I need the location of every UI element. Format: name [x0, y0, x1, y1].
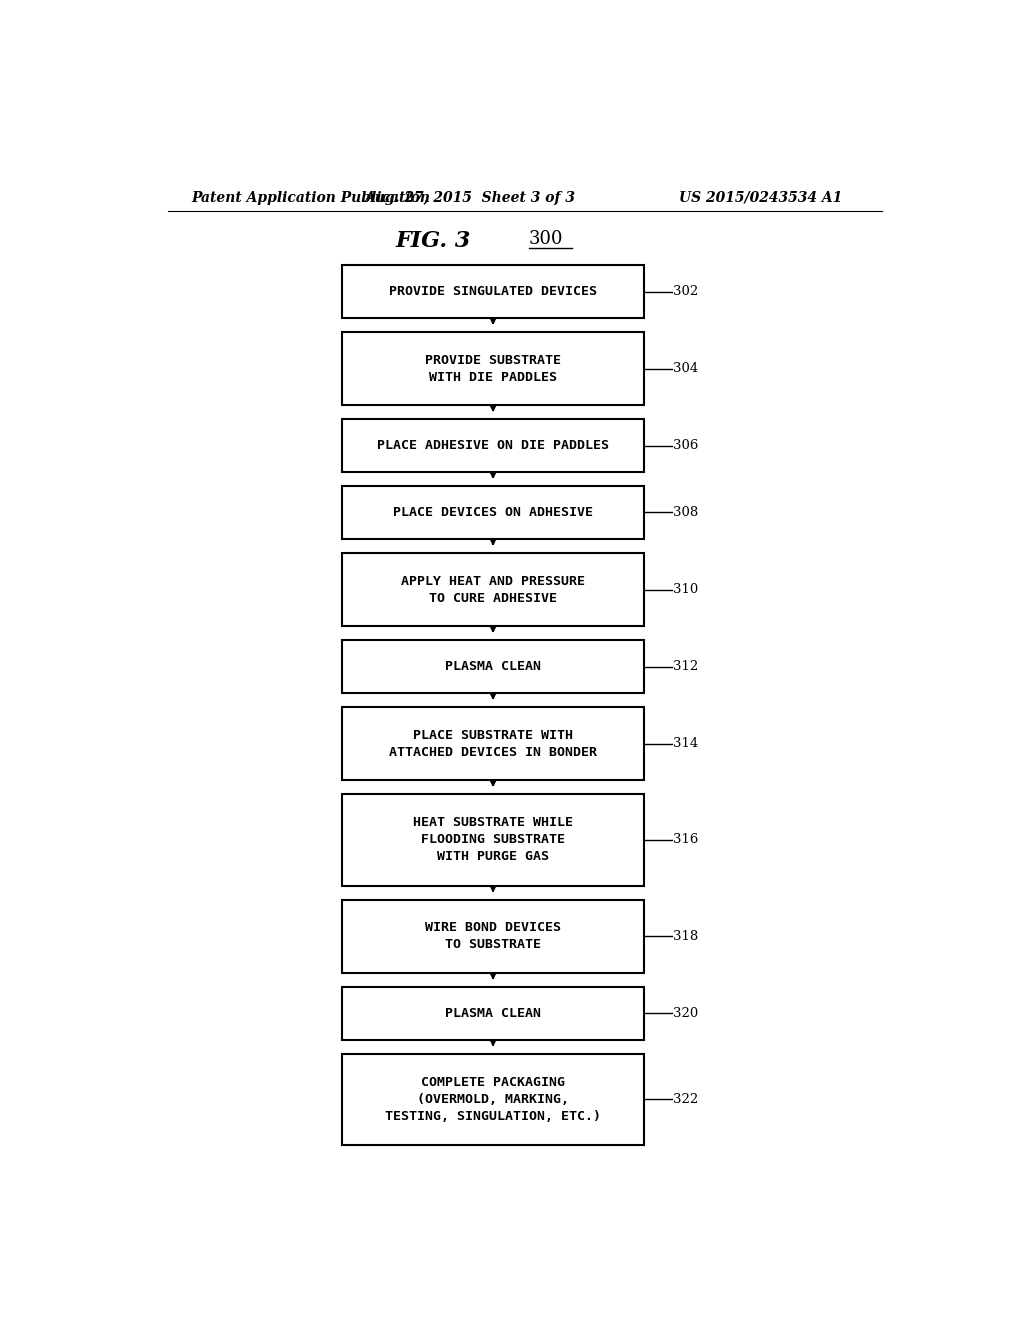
Text: FIG. 3: FIG. 3 — [396, 230, 471, 252]
Text: 314: 314 — [673, 737, 698, 750]
FancyBboxPatch shape — [342, 553, 644, 626]
FancyBboxPatch shape — [342, 640, 644, 693]
Text: Patent Application Publication: Patent Application Publication — [191, 191, 430, 205]
Text: PLASMA CLEAN: PLASMA CLEAN — [445, 1007, 541, 1020]
Text: 302: 302 — [673, 285, 698, 298]
Text: PROVIDE SINGULATED DEVICES: PROVIDE SINGULATED DEVICES — [389, 285, 597, 298]
FancyBboxPatch shape — [342, 1053, 644, 1146]
Text: PLACE DEVICES ON ADHESIVE: PLACE DEVICES ON ADHESIVE — [393, 506, 593, 519]
FancyBboxPatch shape — [342, 900, 644, 973]
Text: HEAT SUBSTRATE WHILE
FLOODING SUBSTRATE
WITH PURGE GAS: HEAT SUBSTRATE WHILE FLOODING SUBSTRATE … — [413, 816, 573, 863]
Text: PLACE ADHESIVE ON DIE PADDLES: PLACE ADHESIVE ON DIE PADDLES — [377, 440, 609, 453]
Text: 310: 310 — [673, 583, 698, 597]
Text: 306: 306 — [673, 440, 698, 453]
Text: 322: 322 — [673, 1093, 698, 1106]
FancyBboxPatch shape — [342, 486, 644, 539]
Text: 304: 304 — [673, 362, 698, 375]
Text: WIRE BOND DEVICES
TO SUBSTRATE: WIRE BOND DEVICES TO SUBSTRATE — [425, 921, 561, 952]
Text: Aug. 27, 2015  Sheet 3 of 3: Aug. 27, 2015 Sheet 3 of 3 — [364, 191, 574, 205]
Text: 318: 318 — [673, 929, 698, 942]
FancyBboxPatch shape — [342, 708, 644, 780]
Text: 320: 320 — [673, 1007, 698, 1020]
FancyBboxPatch shape — [342, 420, 644, 473]
FancyBboxPatch shape — [342, 333, 644, 405]
Text: 316: 316 — [673, 833, 698, 846]
Text: 308: 308 — [673, 506, 698, 519]
FancyBboxPatch shape — [342, 265, 644, 318]
FancyBboxPatch shape — [342, 795, 644, 886]
FancyBboxPatch shape — [342, 987, 644, 1040]
Text: COMPLETE PACKAGING
(OVERMOLD, MARKING,
TESTING, SINGULATION, ETC.): COMPLETE PACKAGING (OVERMOLD, MARKING, T… — [385, 1076, 601, 1123]
Text: PROVIDE SUBSTRATE
WITH DIE PADDLES: PROVIDE SUBSTRATE WITH DIE PADDLES — [425, 354, 561, 384]
Text: 300: 300 — [528, 230, 563, 248]
Text: 312: 312 — [673, 660, 698, 673]
Text: PLACE SUBSTRATE WITH
ATTACHED DEVICES IN BONDER: PLACE SUBSTRATE WITH ATTACHED DEVICES IN… — [389, 729, 597, 759]
Text: PLASMA CLEAN: PLASMA CLEAN — [445, 660, 541, 673]
Text: US 2015/0243534 A1: US 2015/0243534 A1 — [679, 191, 842, 205]
Text: APPLY HEAT AND PRESSURE
TO CURE ADHESIVE: APPLY HEAT AND PRESSURE TO CURE ADHESIVE — [401, 574, 585, 605]
